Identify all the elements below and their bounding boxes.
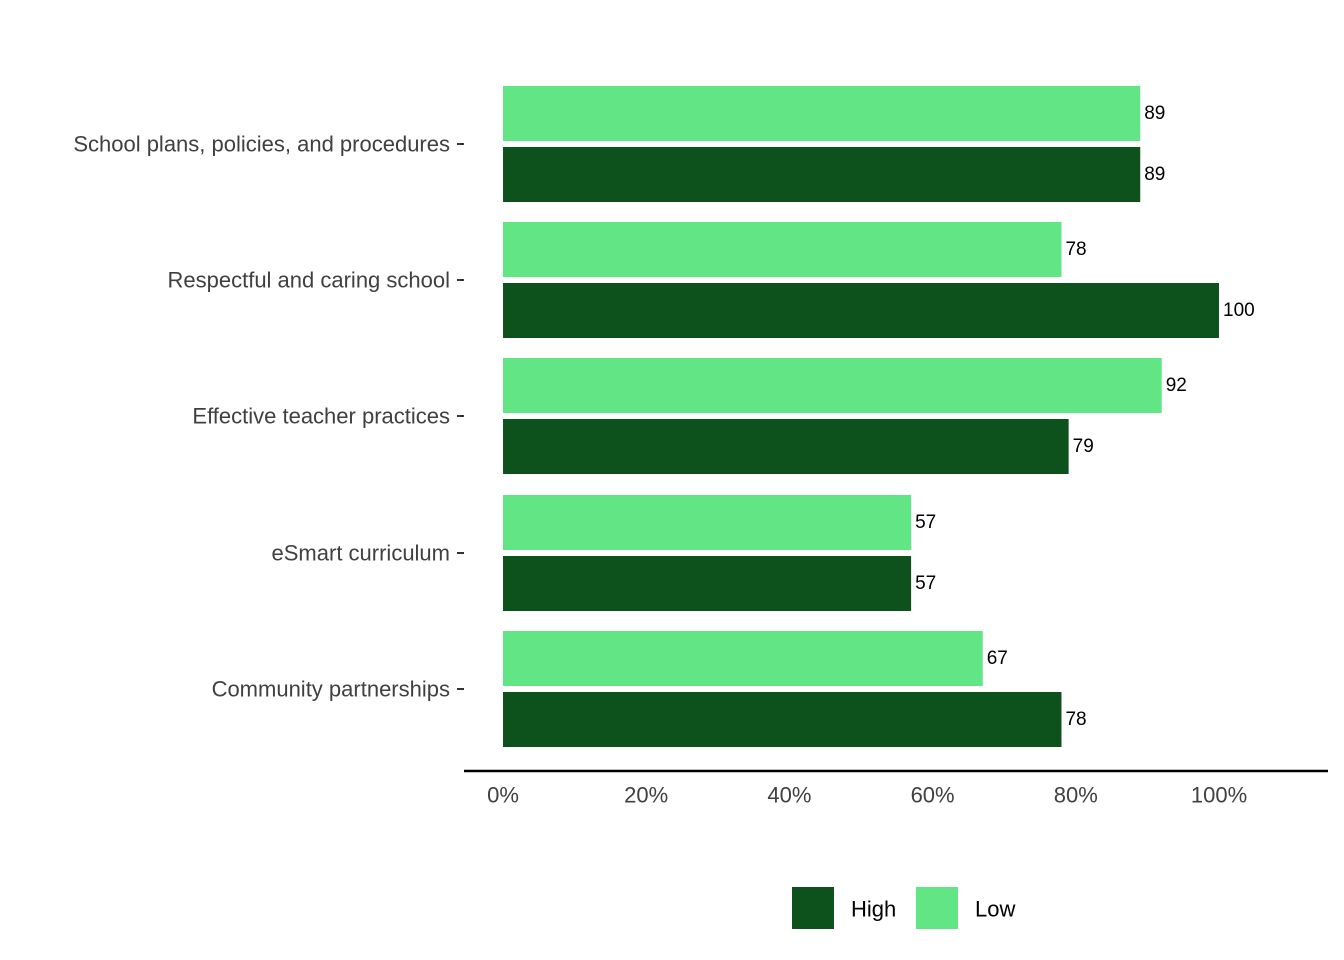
bar-low-effective-teacher-practices: [503, 358, 1162, 413]
category-label-school-plans-policies-and-procedures: School plans, policies, and procedures: [73, 132, 450, 157]
x-tick-label: 80%: [1054, 783, 1098, 808]
category-labels: School plans, policies, and procedures Re…: [73, 132, 464, 702]
value-label-low-respectful-and-caring-school: 78: [1065, 239, 1086, 260]
bar-low-esmart-curriculum: [503, 495, 912, 550]
x-tick-label: 100%: [1191, 783, 1247, 808]
bar-high-school-plans-policies-and-procedures: [503, 147, 1141, 202]
x-tick-label: 60%: [911, 783, 955, 808]
value-label-high-respectful-and-caring-school: 100: [1223, 300, 1255, 321]
category-label-effective-teacher-practices: Effective teacher practices: [192, 404, 450, 429]
value-label-high-effective-teacher-practices: 79: [1073, 436, 1094, 457]
legend-swatch-low: [916, 887, 958, 929]
value-label-low-esmart-curriculum: 57: [915, 512, 936, 533]
bar-high-community-partnerships: [503, 692, 1062, 747]
bar-high-effective-teacher-practices: [503, 419, 1069, 474]
x-tick-label: 0%: [487, 783, 519, 808]
legend-swatch-high: [792, 887, 834, 929]
bars: [503, 86, 1219, 747]
value-labels: 89 89 78 100 92 79 57 57 67 78: [915, 103, 1255, 730]
value-label-high-community-partnerships: 78: [1065, 709, 1086, 730]
bar-high-respectful-and-caring-school: [503, 283, 1219, 338]
category-label-respectful-and-caring-school: Respectful and caring school: [168, 268, 451, 293]
legend: High Low: [792, 887, 1015, 929]
bar-low-community-partnerships: [503, 631, 983, 686]
legend-label-low: Low: [975, 897, 1015, 922]
value-label-low-effective-teacher-practices: 92: [1166, 375, 1187, 396]
x-axis-tick-labels: 0% 20% 40% 60% 80% 100%: [487, 783, 1247, 808]
x-tick-label: 40%: [767, 783, 811, 808]
value-label-high-school-plans-policies-and-procedures: 89: [1144, 164, 1165, 185]
value-label-high-esmart-curriculum: 57: [915, 573, 936, 594]
bar-low-school-plans-policies-and-procedures: [503, 86, 1141, 141]
category-label-esmart-curriculum: eSmart curriculum: [272, 541, 450, 566]
legend-label-high: High: [851, 897, 896, 922]
bar-low-respectful-and-caring-school: [503, 222, 1062, 277]
value-label-low-school-plans-policies-and-procedures: 89: [1144, 103, 1165, 124]
category-label-community-partnerships: Community partnerships: [212, 677, 450, 702]
value-label-low-community-partnerships: 67: [987, 648, 1008, 669]
bar-high-esmart-curriculum: [503, 556, 912, 611]
x-tick-label: 20%: [624, 783, 668, 808]
